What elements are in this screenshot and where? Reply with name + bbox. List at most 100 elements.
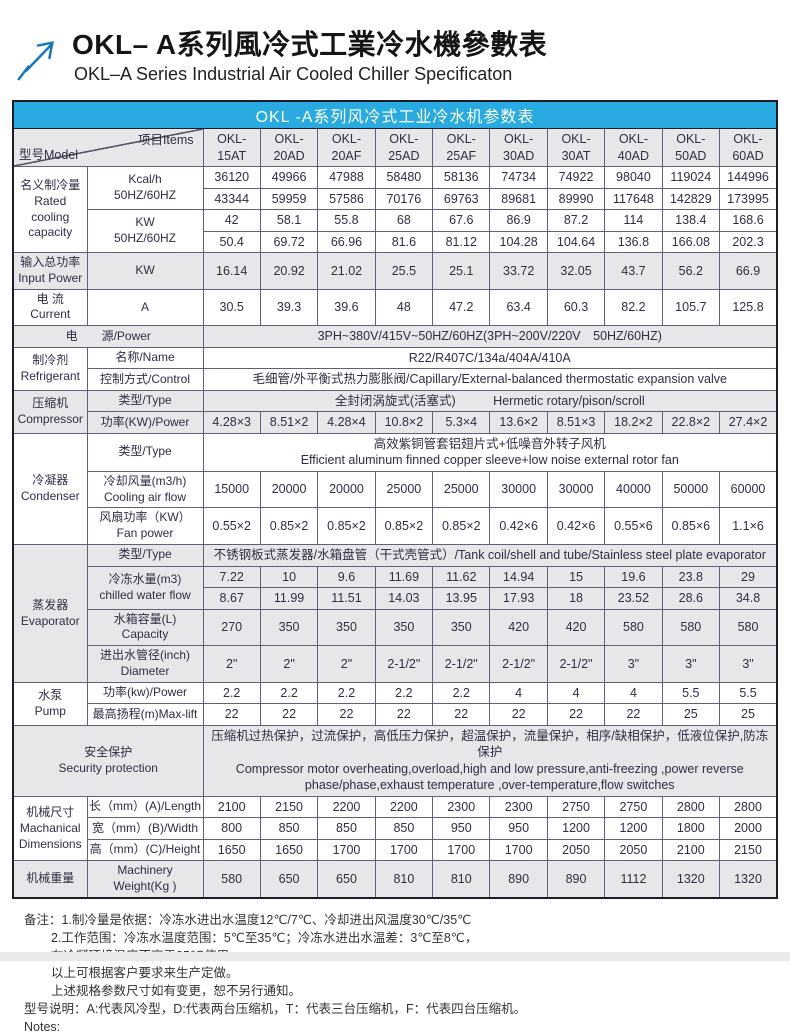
refrigerant-item-label: 控制方式/Control [86,368,204,391]
condenser-value: 0.85×2 [259,507,319,546]
rated-cooling-value: 136.8 [604,230,663,253]
refrigerant-row: 控制方式/Control 毛细管/外平衡式热力膨胀阀/Capillary/Exte… [13,368,778,391]
weight-value: 650 [317,860,376,899]
current-value: 39.3 [259,288,319,327]
pump-value: 2.2 [317,681,376,705]
dimensions-value: 1700 [317,838,376,862]
evaporator-value: 420 [546,608,606,647]
evaporator-value: 2" [317,645,376,683]
dimensions-value: 950 [489,817,548,840]
rated-cooling-value: 58480 [374,166,434,189]
rated-cooling-value: 138.4 [661,209,721,232]
evaporator-value: 23.52 [604,587,663,610]
evaporator-value: 2-1/2" [546,645,606,683]
evaporator-row: 8.67 11.99 11.51 14.03 13.95 17.93 18 23.52 28.6… [13,587,778,610]
rated-cooling-row: KW 50HZ/60HZ 42 58.1 55.8 68 67.6 86.9 87.2 114 13… [13,209,778,253]
rated-cooling-value: 81.6 [374,230,434,253]
evaporator-value: 8.67 [202,587,261,610]
note-line: 上述规格参数尺寸如有变更，恕不另行通知。 [51,984,302,999]
weight-value: 810 [374,860,434,899]
evaporator-row: 水箱容量(L) Capacity 270 350 350 350 350 420 420 580 5… [13,608,778,647]
pump-value: 22 [604,703,663,726]
model-header: OKL- 20AF [317,128,376,167]
rated-cooling-value: 74734 [489,166,548,189]
condenser-value: 0.55×6 [604,507,663,546]
note-line: Notes: [24,1019,61,1034]
evaporator-value: 580 [604,608,663,647]
pump-value: 22 [259,703,319,726]
rated-cooling-row: 50.4 69.72 66.96 81.6 81.12 104.28 104.64 136.8… [13,230,778,253]
power-supply-label: 电 源/Power [12,325,204,348]
input-power-row: 输入总功率 Input Power KW 16.14 20.92 21.02 25.5 25.… [12,252,778,290]
rated-cooling-value: 47988 [317,166,376,189]
rated-cooling-value: 98040 [604,166,663,189]
dimensions-value: 850 [259,817,319,840]
dimensions-label: 机械尺寸 Machanical Dimensions [12,795,88,862]
rated-cooling-value: 58136 [432,166,491,189]
compressor-value: 10.8×2 [374,411,434,434]
condenser-value: 20000 [317,470,376,509]
condenser-value: 0.42×6 [546,507,606,546]
evaporator-item-label: 水箱容量(L) Capacity [86,608,204,647]
evaporator-value: 350 [432,608,491,647]
compressor-label: 压缩机 Compressor [12,389,88,434]
rated-cooling-value: 173995 [719,187,778,210]
power-supply-row: 电 源/Power 3PH~380V/415V~50HZ/60HZ(3PH~200… [12,325,778,348]
dimensions-value: 800 [202,817,261,840]
evaporator-value: 11.62 [432,565,491,589]
rated-cooling-value: 142829 [661,187,721,210]
pump-value: 22 [546,703,606,726]
evaporator-value: 14.03 [374,587,434,610]
condenser-value: 0.85×2 [317,507,376,546]
dimensions-value: 850 [374,817,434,840]
evaporator-value: 23.8 [661,565,721,589]
rated-cooling-value: 67.6 [432,209,491,232]
model-header: OKL- 25AD [374,128,434,167]
model-header: OKL- 60AD [719,128,778,167]
doc-header: OKL– A系列風冷式工業冷水機參數表 OKL–A Series Industr… [14,29,790,87]
evaporator-value: 34.8 [719,587,778,610]
condenser-value: 0.85×2 [374,507,434,546]
dimensions-value: 2150 [719,838,778,862]
rated-cooling-value: 59959 [259,187,319,210]
pump-value: 5.5 [719,681,778,705]
dimensions-row: 机械尺寸 Machanical Dimensions 长（mm）(A)/Length 2… [12,795,778,862]
refrigerant-item-label: 名称/Name [86,346,204,370]
condenser-value: 0.85×2 [432,507,491,546]
evaporator-value: 15 [546,565,606,589]
evaporator-item-label: 进出水管径(inch) Diameter [86,645,204,683]
condenser-row: 风扇功率（KW） Fan power 0.55×2 0.85×2 0.85×2 0.85×… [13,507,778,546]
input-power-value: 32.05 [546,252,606,290]
evaporator-value: 11.69 [374,565,434,589]
pump-value: 4 [604,681,663,705]
evaporator-value: 2-1/2" [432,645,491,683]
weight-value: 650 [259,860,319,899]
rated-cooling-row: 名义制冷量 Rated cooling capacity Kcal/h 50HZ/60HZ… [12,166,778,253]
weight-item-label: Machinery Weight(Kg ) [86,860,204,899]
input-power-value: 25.1 [432,252,491,290]
model-header: OKL- 30AT [546,128,606,167]
rated-cooling-value: 70176 [374,187,434,210]
rated-cooling-value: 42 [202,209,261,232]
dimensions-value: 2750 [604,795,663,819]
evaporator-row: 蒸发器 Evaporator 类型/Type 不锈钢板式蒸发器/水箱盘管（干式壳管式）… [12,544,778,683]
rated-cooling-value: 58.1 [259,209,319,232]
weight-value: 890 [546,860,606,899]
evaporator-row: 冷冻水量(m3) chilled water flow 7.22 10 9.6 11.69… [13,565,778,610]
power-supply-text: 3PH~380V/415V~50HZ/60HZ(3PH~200V/220V 50… [202,325,778,348]
condenser-value: 40000 [604,470,663,509]
corner-cell: 型号Model 项目Items [12,128,204,167]
input-power-value: 25.5 [374,252,434,290]
condenser-value: 1.1×6 [719,507,778,546]
evaporator-value: 3" [719,645,778,683]
evaporator-value: 2" [202,645,261,683]
rated-cooling-value: 49966 [259,166,319,189]
rated-cooling-value: 119024 [661,166,721,189]
rated-cooling-value: 166.08 [661,230,721,253]
page: OKL– A系列風冷式工業冷水機參數表 OKL–A Series Industr… [0,29,790,1036]
weight-row: 机械重量 Machinery Weight(Kg ) 580 650 650 810 810 8… [12,860,778,899]
pump-item-label: 最高扬程(m)Max-lift [86,703,204,726]
rated-cooling-value: 69763 [432,187,491,210]
rated-cooling-value: 89681 [489,187,548,210]
current-value: 82.2 [604,288,663,327]
